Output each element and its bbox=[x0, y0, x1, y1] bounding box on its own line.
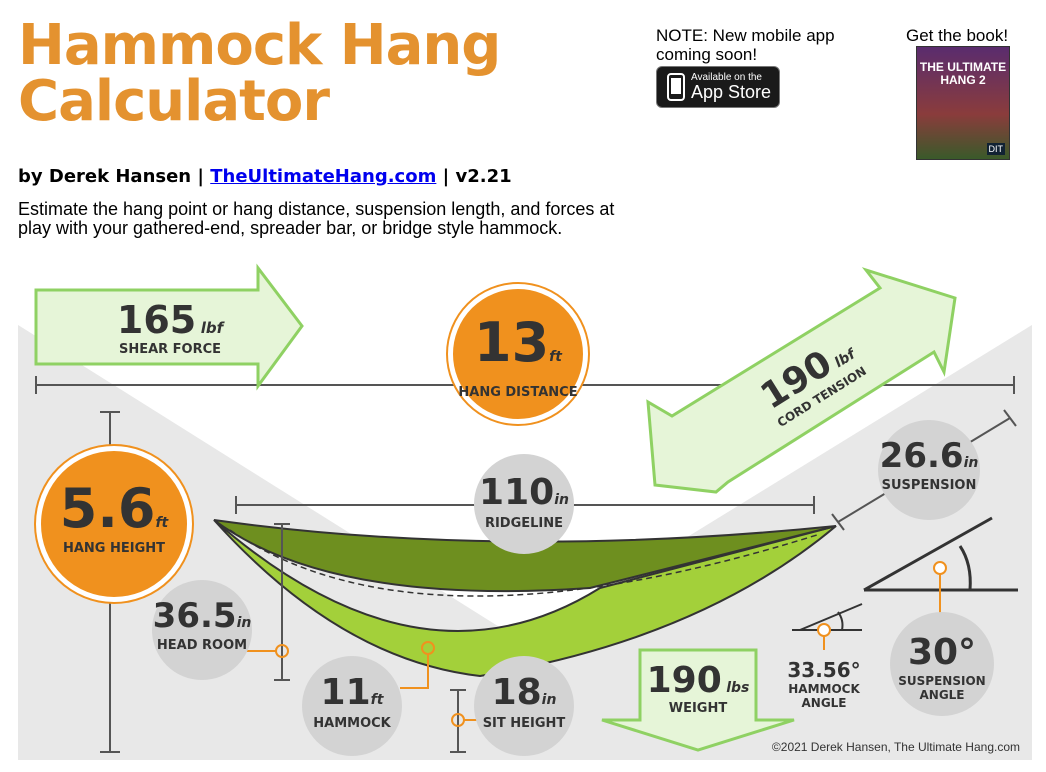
suspension-circle: 26.6in SUSPENSION bbox=[878, 420, 980, 520]
head-room-label: HEAD ROOM bbox=[156, 638, 248, 653]
hang-distance-unit: ft bbox=[549, 349, 562, 365]
sit-height-label: SIT HEIGHT bbox=[482, 716, 566, 731]
suspension-tick-b bbox=[1003, 409, 1017, 427]
hammock-length-unit: ft bbox=[370, 692, 384, 708]
suspension-angle-circle: 30° SUSPENSION ANGLE bbox=[890, 612, 994, 716]
hammock-angle-value: 33.56° bbox=[787, 658, 861, 682]
hammock-inner bbox=[213, 519, 837, 593]
cord-tension-arrow bbox=[646, 267, 957, 494]
suspension-value: 26.6 bbox=[879, 436, 964, 476]
hammock-length-circle: 11ft HAMMOCK bbox=[302, 656, 402, 756]
suspension-label: SUSPENSION bbox=[881, 478, 977, 493]
website-link[interactable]: TheUltimateHang.com bbox=[210, 166, 437, 187]
app-store-button[interactable]: Available on the App Store bbox=[656, 66, 780, 108]
head-room-value: 36.5 bbox=[152, 596, 237, 636]
ridgeline-unit: in bbox=[554, 492, 569, 508]
suspension-tick-a bbox=[831, 513, 845, 531]
byline: by Derek Hansen | TheUltimateHang.com | … bbox=[18, 166, 512, 187]
suspension-angle-label-1: SUSPENSION bbox=[898, 674, 986, 688]
weight-value: 190 bbox=[646, 660, 722, 701]
hang-height-label: HANG HEIGHT bbox=[62, 541, 166, 556]
ridgeline-circle: 110in RIDGELINE bbox=[474, 454, 574, 554]
suspension-angle-marker bbox=[933, 561, 947, 575]
weight-readout: 190 lbs WEIGHT bbox=[640, 660, 756, 716]
byline-prefix: by Derek Hansen | bbox=[18, 166, 211, 187]
shear-force-label: SHEAR FORCE bbox=[118, 342, 222, 357]
hang-height-unit: ft bbox=[155, 515, 169, 531]
weight-unit: lbs bbox=[726, 680, 750, 696]
ridgeline-value: 110 bbox=[479, 472, 555, 513]
hammock-length-value: 11 bbox=[320, 672, 371, 713]
suspension-unit: in bbox=[963, 455, 979, 471]
hammock-body bbox=[213, 519, 837, 678]
ridgeline-label: RIDGELINE bbox=[484, 516, 564, 531]
hang-height-value: 5.6 bbox=[59, 477, 156, 540]
hang-distance-label: HANG DISTANCE bbox=[458, 385, 578, 400]
weight-arrow bbox=[601, 648, 795, 752]
version-text: | v2.21 bbox=[436, 166, 512, 187]
book-badge: DIT bbox=[986, 143, 1005, 155]
hang-distance-circle: 13ft HANG DISTANCE bbox=[448, 284, 588, 424]
title-line-1: Hammock Hang bbox=[18, 13, 501, 78]
hammock-seam bbox=[229, 529, 821, 597]
shear-force-unit: lbf bbox=[200, 319, 224, 337]
suspension-angle-value: 30° bbox=[907, 632, 977, 673]
suspension-angle-arm bbox=[863, 516, 993, 592]
hammock-angle-label-2: ANGLE bbox=[801, 696, 847, 710]
hammock-angle-label-1: HAMMOCK bbox=[788, 682, 860, 696]
title-line-2: Calculator bbox=[18, 69, 330, 134]
book-cover-link[interactable]: THE ULTIMATE HANG 2 DIT bbox=[916, 46, 1010, 160]
hammock-angle-readout: 33.56° HAMMOCK ANGLE bbox=[776, 658, 872, 710]
suspension-angle-label-2: ANGLE bbox=[919, 688, 965, 702]
weight-label: WEIGHT bbox=[668, 701, 728, 716]
shear-force-readout: 165 lbf SHEAR FORCE bbox=[60, 298, 280, 357]
sit-height-unit: in bbox=[541, 692, 557, 708]
sit-height-circle: 18in SIT HEIGHT bbox=[474, 656, 574, 756]
appstore-small-text: Available on the bbox=[691, 72, 762, 83]
shear-force-value: 165 bbox=[116, 298, 197, 342]
description: Estimate the hang point or hang distance… bbox=[18, 199, 615, 238]
hammock-angle-arm bbox=[799, 603, 863, 631]
shear-force-arrow bbox=[34, 263, 304, 391]
head-room-circle: 36.5in HEAD ROOM bbox=[152, 580, 252, 680]
hang-distance-value: 13 bbox=[474, 311, 550, 374]
copyright: ©2021 Derek Hansen, The Ultimate Hang.co… bbox=[771, 740, 1020, 754]
head-room-unit: in bbox=[236, 615, 252, 631]
hang-height-circle: 5.6ft HANG HEIGHT bbox=[36, 446, 192, 602]
book-label: Get the book! bbox=[906, 26, 1009, 45]
appstore-big-text: App Store bbox=[691, 82, 772, 102]
book-title: THE ULTIMATE HANG 2 bbox=[919, 60, 1007, 87]
app-note: NOTE: New mobile app coming soon! bbox=[656, 26, 835, 64]
page-title: Hammock Hang Calculator bbox=[18, 13, 501, 134]
phone-icon bbox=[667, 73, 685, 101]
head-room-marker bbox=[275, 644, 289, 658]
hammock-angle-marker bbox=[817, 623, 831, 637]
sit-height-value: 18 bbox=[491, 672, 542, 713]
hammock-length-label: HAMMOCK bbox=[313, 716, 391, 731]
